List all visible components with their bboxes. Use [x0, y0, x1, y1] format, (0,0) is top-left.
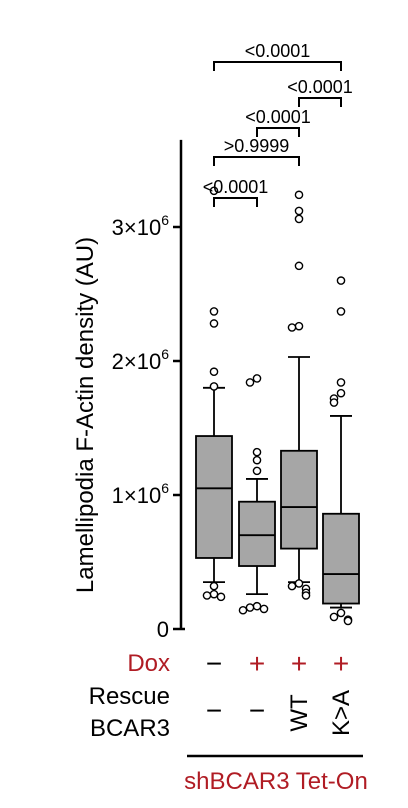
bracket-line: [213, 197, 258, 207]
outlier-point: [287, 323, 297, 332]
axes: 0 1×106 2×106 3×106 Lamellipodia F-Actin den…: [72, 139, 185, 642]
outlier-point: [294, 321, 304, 331]
box-group-2: [238, 374, 276, 615]
outlier-point: [252, 374, 262, 383]
box-iqr: [322, 512, 360, 605]
rescue-value-2: −: [249, 695, 265, 726]
bracket-2: >0.9999: [213, 136, 300, 166]
bcar3-label: BCAR3: [90, 715, 170, 742]
p-value-label: <0.0001: [245, 41, 311, 61]
bracket-line: [213, 61, 342, 71]
outlier-point: [301, 591, 311, 600]
outlier-point: [209, 307, 219, 316]
outlier-point: [209, 581, 219, 591]
box-group-3: [280, 190, 318, 600]
outlier-point: [245, 378, 255, 387]
bracket-1: <0.0001: [203, 177, 269, 207]
p-value-label: <0.0001: [287, 77, 353, 97]
bracket-line: [256, 127, 300, 137]
boxes: [195, 186, 360, 626]
dox-sign-2: +: [249, 648, 265, 679]
bracket-line: [298, 97, 342, 107]
outlier-point: [336, 276, 346, 285]
p-value-label: <0.0001: [245, 107, 311, 127]
bracket-line: [213, 156, 300, 166]
outlier-point: [216, 592, 226, 602]
y-tick-label: 1×106: [112, 480, 170, 508]
significance-brackets: <0.0001 >0.9999 <0.0001 <0.0001 <0.0001: [203, 41, 353, 207]
box-group-4: [322, 276, 360, 626]
y-tick-label: 3×106: [112, 212, 170, 240]
group-label: shBCAR3 Tet-On: [184, 768, 368, 795]
dox-sign-1: −: [206, 648, 222, 679]
box-iqr: [238, 500, 276, 567]
dox-sign-4: +: [333, 648, 349, 679]
box-iqr: [280, 449, 318, 550]
outlier-point: [209, 186, 219, 196]
outlier-point: [252, 455, 262, 465]
outlier-point: [294, 206, 304, 216]
outlier-point: [336, 388, 346, 398]
dox-label: Dox: [127, 650, 170, 677]
box-iqr: [195, 435, 233, 559]
outlier-point: [294, 214, 304, 224]
outlier-point: [238, 605, 248, 615]
outlier-point: [287, 581, 297, 591]
rescue-value-3: WT: [286, 694, 313, 732]
y-tick-label: 0: [157, 617, 169, 642]
outlier-point: [336, 608, 346, 618]
bracket-5: <0.0001: [213, 41, 342, 71]
y-tick-label: 2×106: [112, 346, 170, 374]
outlier-point: [336, 307, 346, 316]
outlier-point: [294, 190, 304, 200]
outlier-point: [209, 589, 219, 599]
rescue-label: Rescue: [89, 683, 170, 710]
rescue-value-4: K>A: [328, 690, 355, 736]
outlier-point: [336, 378, 346, 387]
dox-sign-3: +: [291, 648, 307, 679]
outlier-point: [209, 382, 219, 391]
outlier-point: [209, 367, 219, 377]
outlier-point: [259, 604, 269, 614]
outlier-point: [343, 616, 353, 626]
outlier-point: [252, 466, 262, 476]
box-group-1: [195, 186, 233, 602]
outlier-point: [294, 579, 304, 588]
y-axis-label: Lamellipodia F-Actin density (AU): [72, 237, 99, 593]
outlier-point: [329, 398, 339, 407]
outlier-point: [294, 261, 304, 271]
outlier-point: [245, 603, 255, 612]
bracket-4: <0.0001: [287, 77, 353, 107]
bracket-3: <0.0001: [245, 107, 311, 137]
outlier-point: [252, 447, 262, 457]
outlier-point: [202, 591, 212, 600]
outlier-point: [329, 612, 339, 622]
p-value-label: >0.9999: [224, 136, 290, 156]
outlier-point: [209, 319, 219, 328]
p-value-label: <0.0001: [203, 177, 269, 197]
rescue-value-1: −: [206, 695, 222, 726]
outlier-point: [252, 601, 262, 611]
